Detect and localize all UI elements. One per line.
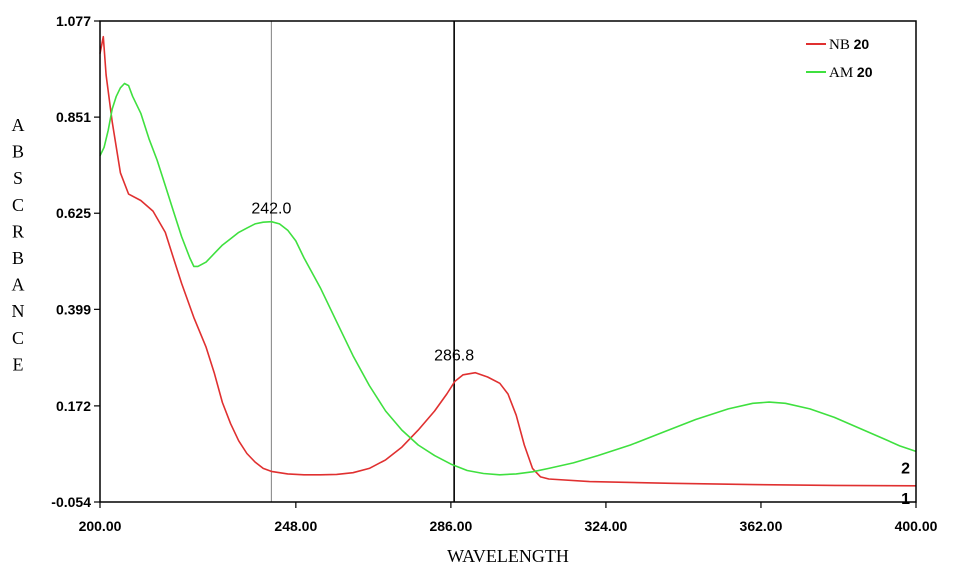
legend-label: NB 20 bbox=[829, 36, 869, 53]
chart-series bbox=[99, 35, 917, 487]
y-tick-label: 0.851 bbox=[56, 109, 91, 125]
peak-label: 286.8 bbox=[434, 347, 474, 364]
y-tick-label: 1.077 bbox=[56, 13, 91, 29]
y-axis-label-letter: E bbox=[13, 354, 24, 374]
y-tick-label: 0.625 bbox=[56, 205, 91, 221]
y-axis-label-letter: A bbox=[12, 275, 25, 295]
plot-frame bbox=[99, 20, 917, 503]
series-line bbox=[99, 82, 917, 476]
y-axis-label-letter: B bbox=[12, 142, 24, 162]
x-tick-label: 248.00 bbox=[274, 518, 317, 534]
series-line bbox=[99, 35, 917, 487]
x-tick-label: 286.00 bbox=[429, 518, 472, 534]
legend: NB 20 AM 20 bbox=[806, 36, 873, 81]
series-end-marker: 1 bbox=[901, 491, 910, 508]
y-axis-label-letter: S bbox=[13, 168, 23, 188]
x-tick-label: 400.00 bbox=[895, 518, 938, 534]
y-axis-label-letter: C bbox=[12, 328, 24, 348]
y-axis-label-letter: N bbox=[12, 301, 25, 321]
x-axis-ticks: 200.00 248.00 286.00 324.00 362.00 400.00 bbox=[79, 502, 938, 534]
legend-label: AM 20 bbox=[829, 64, 873, 81]
series-end-markers: 12 bbox=[901, 460, 910, 507]
series-end-marker: 2 bbox=[901, 460, 910, 477]
chart-cursor-lines bbox=[270, 21, 455, 502]
y-tick-label: -0.054 bbox=[51, 494, 91, 510]
y-axis-ticks: 1.077 0.851 0.625 0.399 0.172 -0.054 bbox=[51, 13, 100, 510]
x-axis-label: WAVELENGTH bbox=[447, 546, 569, 566]
x-tick-label: 324.00 bbox=[585, 518, 628, 534]
y-axis-label-letter: A bbox=[12, 115, 25, 135]
x-tick-label: 200.00 bbox=[79, 518, 122, 534]
peak-annotations: 242.0 286.8 bbox=[251, 201, 474, 365]
y-axis-label-letter: B bbox=[12, 248, 24, 268]
y-axis-label-letter: R bbox=[12, 221, 24, 241]
y-axis-label-letter: C bbox=[12, 195, 24, 215]
peak-label: 242.0 bbox=[251, 201, 291, 218]
y-tick-label: 0.172 bbox=[56, 398, 91, 414]
y-tick-label: 0.399 bbox=[56, 301, 91, 317]
x-tick-label: 362.00 bbox=[740, 518, 783, 534]
